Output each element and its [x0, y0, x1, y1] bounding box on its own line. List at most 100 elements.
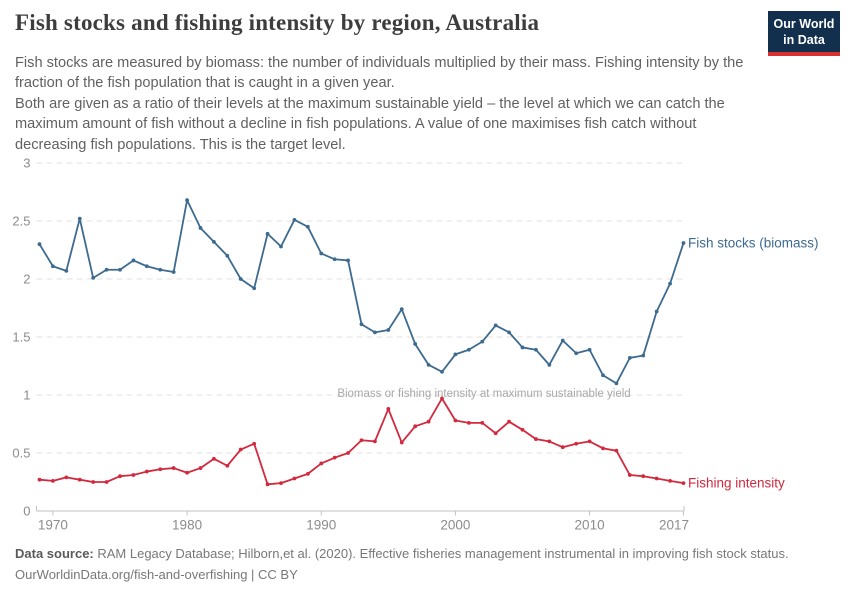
fishing-intensity-point	[238, 447, 243, 452]
fish-stocks-point	[144, 264, 149, 269]
fish-stocks-point	[37, 242, 42, 247]
fishing-intensity-point	[346, 451, 350, 455]
fishing-intensity-point	[614, 448, 619, 453]
fishing-intensity-point	[359, 438, 364, 443]
fish-stocks-point	[51, 264, 55, 269]
fishing-intensity-point	[118, 474, 122, 479]
license-line: OurWorldinData.org/fish-and-overfishing …	[15, 567, 298, 583]
fishing-intensity-point	[668, 478, 672, 483]
fish-stocks-point	[601, 373, 605, 378]
x-axis-tick-label: 2017	[659, 518, 689, 533]
page-title: Fish stocks and fishing intensity by reg…	[15, 10, 540, 35]
fish-stocks-point	[225, 253, 230, 258]
fish-stocks-point	[627, 355, 632, 360]
fishing-intensity-point	[158, 467, 163, 472]
fishing-intensity-point	[212, 456, 216, 461]
fish-stocks-point	[319, 251, 324, 256]
fishing-intensity-point	[681, 481, 686, 486]
fish-stocks-point	[681, 241, 686, 245]
y-axis-tick-label: 0	[23, 504, 30, 519]
fishing-intensity-point	[51, 478, 55, 483]
fish-stocks-point	[560, 338, 565, 343]
fishing-intensity-point	[104, 480, 109, 484]
x-axis-tick-label: 1980	[172, 518, 202, 533]
owid-logo-line1: Our World	[773, 17, 835, 31]
fish-stocks-point	[198, 226, 203, 230]
fish-stocks-point	[574, 351, 579, 356]
fish-stocks-point	[91, 275, 96, 280]
fish-stocks-point	[158, 267, 163, 272]
fishing-intensity-point	[198, 466, 203, 470]
fishing-intensity-point	[641, 474, 646, 479]
fish-stocks-point	[252, 286, 257, 291]
fish-stocks-point	[520, 345, 525, 350]
y-axis-tick-label: 2	[23, 272, 30, 287]
fishing-intensity-label: Fishing intensity	[688, 476, 785, 491]
fish-stocks-point	[426, 362, 431, 367]
msy-annotation: Biomass or fishing intensity at maximum …	[337, 388, 630, 400]
fishing-intensity-point	[440, 396, 444, 401]
fishing-intensity-point	[560, 445, 565, 450]
fishing-intensity-point	[386, 407, 391, 411]
fish-stocks-point	[359, 322, 364, 327]
x-axis-tick-label: 1990	[306, 518, 336, 533]
fishing-intensity-point	[413, 424, 418, 429]
fishing-intensity-point	[77, 477, 82, 482]
y-axis-tick-label: 3	[23, 156, 30, 171]
subtitle-paragraph-2: Both are given as a ratio of their level…	[15, 95, 725, 153]
subtitle-paragraph-1: Fish stocks are measured by biomass: the…	[15, 55, 744, 92]
fish-stocks-point	[386, 328, 391, 332]
fish-stocks-point	[547, 362, 552, 367]
fishing-intensity-point	[131, 473, 136, 477]
fish-stocks-point	[305, 224, 310, 229]
fish-stocks-point	[265, 231, 270, 236]
fishing-intensity-point	[654, 476, 659, 481]
chart-footer: Data source: RAM Legacy Database; Hilbor…	[15, 543, 835, 586]
fish-stocks-point	[292, 217, 297, 222]
fishing-intensity-point	[91, 480, 96, 484]
fishing-intensity-point	[547, 439, 552, 444]
line-chart: 0 0.5 1 1.5 2 2.5 3 1970 1980 1990 2000 2010 2017 Bio…	[12, 156, 819, 533]
fishing-intensity-point	[399, 440, 404, 445]
fishing-intensity-point	[466, 420, 471, 425]
fish-stocks-point	[440, 369, 444, 374]
fish-stocks-point	[534, 347, 538, 352]
fish-stocks-point	[64, 268, 69, 273]
y-axis-tick-label: 1	[23, 388, 30, 403]
fishing-intensity-point	[587, 439, 592, 444]
fishing-intensity-point	[480, 420, 485, 425]
fish-stocks-point	[332, 257, 337, 262]
fishing-intensity-point	[225, 463, 230, 468]
fish-stocks-point	[641, 353, 646, 358]
fishing-intensity-point	[601, 446, 605, 451]
fishing-intensity-point	[627, 473, 632, 477]
x-axis-tick-label: 2010	[575, 518, 605, 533]
fish-stocks-point	[480, 339, 485, 344]
fish-stocks-point	[171, 270, 176, 274]
fishing-intensity-point	[373, 439, 377, 444]
fish-stocks-point	[668, 281, 672, 286]
fishing-intensity-point	[305, 471, 310, 476]
y-axis-tick-label: 2.5	[12, 214, 30, 229]
fish-stocks-point	[507, 330, 511, 335]
fishing-intensity-point	[453, 418, 458, 423]
fish-stocks-point	[453, 352, 458, 357]
fishing-intensity-point	[319, 461, 324, 466]
fishing-intensity-point	[279, 481, 283, 486]
fish-stocks-point	[654, 309, 659, 314]
x-axis-tick-label: 1970	[38, 518, 68, 533]
fishing-intensity-point	[144, 469, 149, 474]
fishing-intensity-point	[252, 441, 257, 446]
fishing-intensity-point	[493, 431, 498, 436]
fishing-intensity-point	[332, 455, 337, 460]
chart-subtitle: Fish stocks are measured by biomass: the…	[15, 53, 757, 155]
fishing-intensity-point	[171, 466, 176, 470]
fish-stocks-point	[118, 267, 122, 272]
fishing-intensity-point	[37, 477, 42, 482]
fish-stocks-point	[238, 277, 243, 281]
fishing-intensity-point	[185, 470, 189, 475]
fish-stocks-point	[373, 330, 377, 335]
fishing-intensity-point	[507, 419, 511, 424]
fish-stocks-point	[399, 307, 404, 312]
fish-stocks-label: Fish stocks (biomass)	[688, 236, 819, 251]
